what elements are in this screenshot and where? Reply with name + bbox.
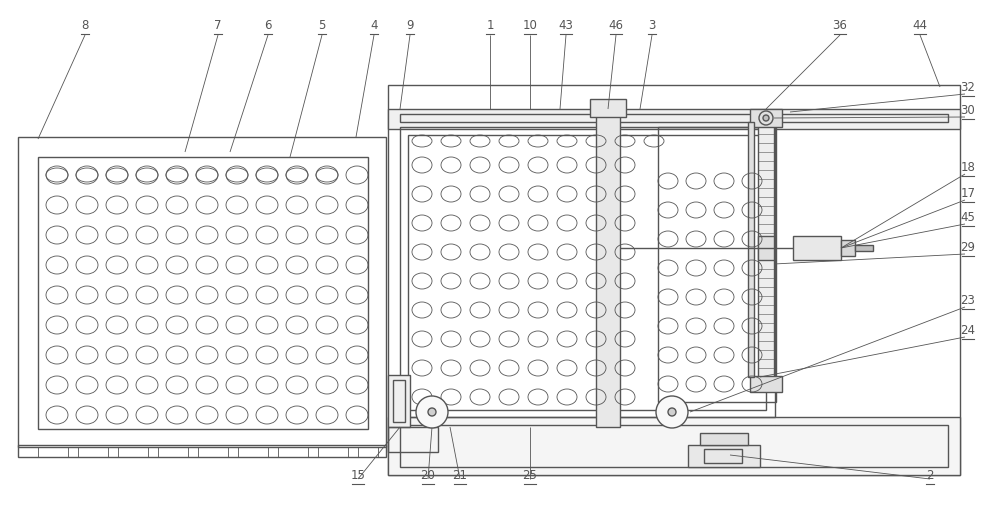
Bar	[118, 447, 148, 457]
Text: 3: 3	[648, 19, 656, 32]
Text: 7: 7	[214, 19, 222, 32]
Bar	[748, 122, 754, 377]
Text: 20: 20	[421, 469, 435, 482]
Bar	[400, 127, 775, 417]
Text: 18: 18	[961, 161, 975, 174]
Bar	[408, 135, 766, 410]
Bar	[358, 447, 378, 457]
Text: 43: 43	[559, 19, 573, 32]
Bar	[700, 433, 748, 445]
Bar	[688, 445, 760, 467]
Bar	[388, 417, 960, 475]
Bar	[393, 380, 405, 422]
Text: 32: 32	[961, 81, 975, 94]
Text: 21: 21	[452, 469, 468, 482]
Bar	[793, 236, 841, 260]
Bar	[388, 427, 438, 452]
Text: 23: 23	[961, 294, 975, 307]
Bar	[388, 109, 960, 129]
Circle shape	[668, 408, 676, 416]
Text: 17: 17	[960, 187, 976, 200]
Bar	[318, 447, 348, 457]
Text: 4: 4	[370, 19, 378, 32]
Circle shape	[428, 408, 436, 416]
Text: 24: 24	[960, 324, 976, 337]
Bar	[400, 425, 948, 467]
Bar	[841, 240, 855, 256]
Text: 6: 6	[264, 19, 272, 32]
Bar	[18, 445, 386, 457]
Text: 30: 30	[961, 104, 975, 117]
Text: 9: 9	[406, 19, 414, 32]
Text: 1: 1	[486, 19, 494, 32]
Text: 10: 10	[523, 19, 537, 32]
Circle shape	[656, 396, 688, 428]
Text: 5: 5	[318, 19, 326, 32]
Bar	[388, 85, 960, 475]
Circle shape	[416, 396, 448, 428]
Bar	[596, 107, 620, 427]
Bar	[198, 447, 228, 457]
Bar	[238, 447, 268, 457]
Text: 36: 36	[833, 19, 847, 32]
Text: 2: 2	[926, 469, 934, 482]
Text: 45: 45	[961, 211, 975, 224]
Bar	[388, 375, 410, 427]
Bar	[758, 122, 774, 377]
Text: 8: 8	[81, 19, 89, 32]
Bar	[658, 127, 776, 402]
Bar	[78, 447, 108, 457]
Bar	[400, 114, 948, 122]
Text: 44: 44	[912, 19, 928, 32]
Bar	[750, 376, 782, 392]
Bar	[758, 236, 774, 260]
Text: 25: 25	[523, 469, 537, 482]
Bar	[278, 447, 308, 457]
Bar	[855, 245, 873, 251]
Bar	[750, 109, 782, 127]
Circle shape	[759, 111, 773, 125]
Text: 29: 29	[960, 241, 976, 254]
Bar	[158, 447, 188, 457]
Bar	[704, 449, 742, 463]
Text: 15: 15	[351, 469, 365, 482]
Bar	[18, 137, 386, 447]
Text: 46: 46	[608, 19, 624, 32]
Circle shape	[763, 115, 769, 121]
Bar	[38, 157, 368, 429]
Bar	[38, 447, 68, 457]
Bar	[590, 99, 626, 117]
